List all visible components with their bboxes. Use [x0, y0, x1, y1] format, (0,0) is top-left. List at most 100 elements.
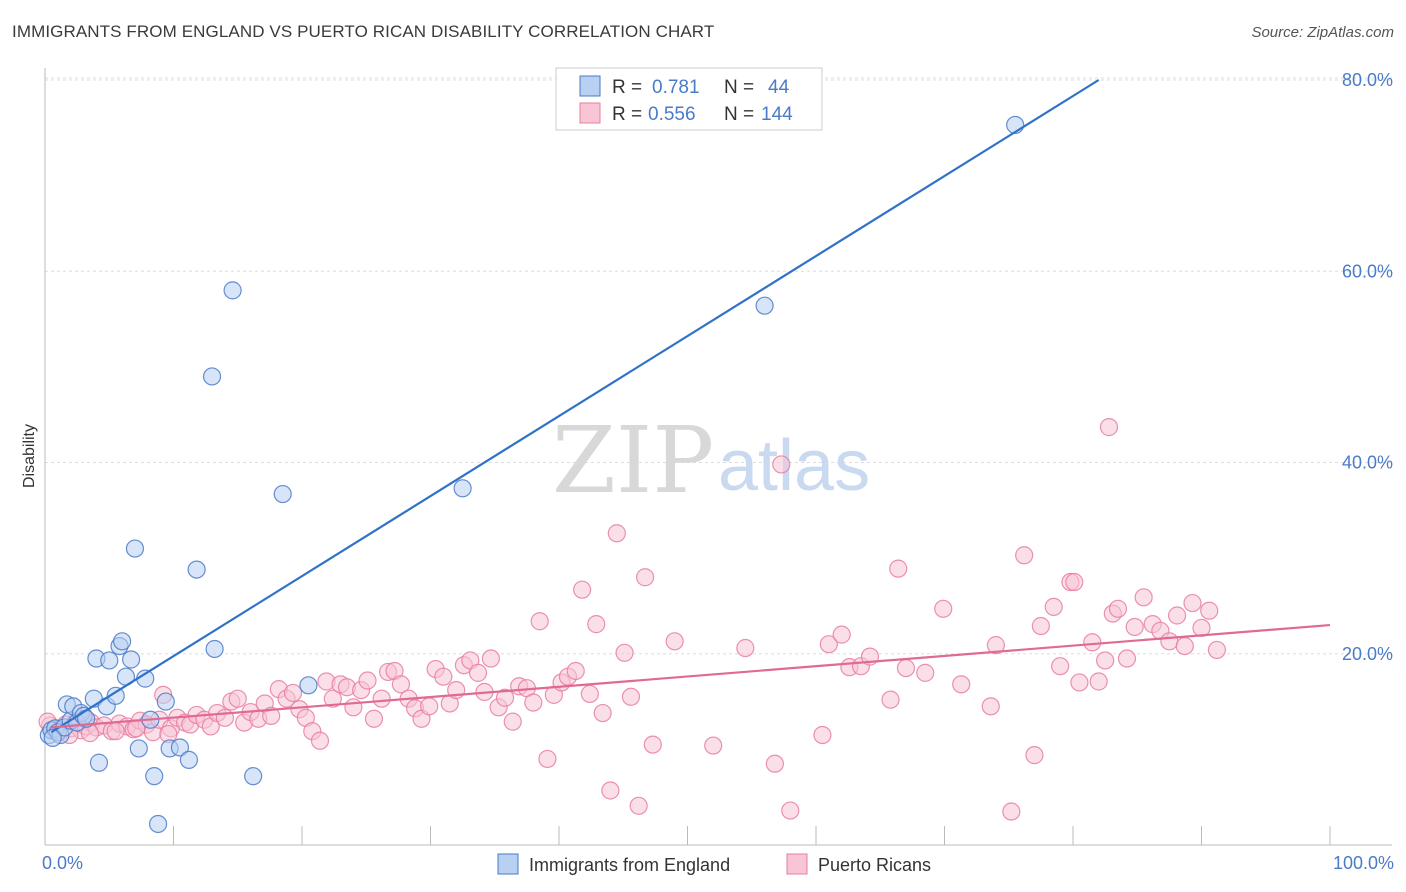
point-england-24 [129, 739, 148, 758]
trend-line-puerto-ricans [51, 623, 1331, 729]
legend-n-value-1: 44 [768, 77, 790, 98]
point-puerto-rico-44 [323, 689, 342, 708]
watermark-atlas: atlas [718, 426, 870, 506]
point-puerto-rico-86 [615, 643, 634, 662]
point-puerto-rico-90 [643, 735, 662, 754]
point-puerto-rico-123 [1099, 418, 1119, 437]
point-england-31 [170, 738, 190, 757]
point-puerto-rico-133 [1175, 636, 1194, 656]
point-puerto-rico-136 [1200, 601, 1219, 620]
point-england-15 [89, 753, 109, 772]
point-england-20 [112, 632, 132, 651]
point-puerto-rico-69 [495, 688, 515, 707]
point-puerto-rico-99 [832, 625, 851, 644]
point-puerto-rico-108 [952, 675, 971, 694]
point-england-18 [106, 686, 125, 705]
point-puerto-rico-79 [566, 661, 585, 681]
legend-n-label-2: N = [724, 104, 754, 125]
watermark: ZIP atlas [552, 407, 870, 514]
chart-title: IMMIGRANTS FROM ENGLAND VS PUERTO RICAN … [12, 22, 715, 41]
legend-r-value-2: 0.556 [648, 104, 696, 125]
point-puerto-rico-118 [1065, 572, 1084, 592]
point-puerto-rico-107 [934, 599, 953, 618]
point-puerto-rico-80 [573, 580, 592, 599]
point-puerto-rico-122 [1096, 651, 1115, 670]
point-puerto-rico-87 [621, 687, 641, 706]
point-england-34 [202, 367, 222, 386]
point-england-33 [187, 560, 206, 579]
point-puerto-rico-60 [434, 667, 453, 686]
point-puerto-rico-83 [593, 703, 612, 723]
x-tick-max: 100.0% [1333, 853, 1394, 873]
point-puerto-rico-120 [1083, 633, 1102, 652]
point-england-17 [100, 651, 119, 670]
point-england-35 [205, 639, 224, 659]
point-puerto-rico-54 [391, 675, 411, 694]
legend-n-value-2: 144 [761, 104, 793, 125]
point-puerto-rico-91 [665, 632, 684, 651]
point-puerto-rico-47 [344, 698, 363, 717]
point-puerto-rico-58 [420, 697, 439, 716]
point-puerto-rico-104 [889, 559, 908, 578]
point-england-28 [148, 814, 168, 834]
point-england-40 [453, 479, 472, 498]
point-puerto-rico-51 [372, 689, 391, 708]
watermark-zip: ZIP [552, 407, 714, 514]
point-england-38 [273, 484, 292, 504]
legend-swatch-pink [579, 102, 601, 124]
point-puerto-rico-121 [1089, 672, 1108, 691]
point-puerto-rico-103 [881, 690, 900, 709]
legend-swatch-blue [579, 75, 601, 97]
point-puerto-rico-30 [228, 689, 247, 708]
point-puerto-rico-93 [736, 638, 755, 658]
point-england-22 [121, 650, 141, 669]
point-england-39 [299, 676, 318, 695]
trend-line-england [50, 79, 1100, 734]
point-puerto-rico-114 [1031, 616, 1050, 636]
series-immigrants-from-england [39, 115, 1025, 834]
point-puerto-rico-75 [538, 749, 557, 769]
bottom-legend-label-england: Immigrants from England [529, 855, 730, 875]
legend-n-label-1: N = [724, 77, 754, 98]
point-puerto-rico-128 [1134, 588, 1153, 607]
point-puerto-rico-109 [981, 697, 1000, 716]
point-puerto-rico-97 [813, 725, 832, 745]
y-tick-label-3: 80.0% [1342, 70, 1393, 90]
legend-r-value-1: 0.781 [652, 77, 700, 98]
point-puerto-rico-134 [1183, 593, 1202, 613]
point-puerto-rico-96 [781, 801, 800, 820]
point-puerto-rico-127 [1125, 617, 1144, 637]
point-puerto-rico-95 [772, 455, 791, 474]
point-puerto-rico-125 [1108, 599, 1128, 618]
bottom-legend-label-puerto-ricans: Puerto Ricans [818, 855, 931, 875]
legend: R = 0.781 N = 44 R = 0.556 N = 144 [555, 67, 823, 131]
point-england-41 [755, 296, 774, 315]
point-puerto-rico-28 [215, 708, 234, 727]
y-tick-label-1: 40.0% [1342, 453, 1393, 473]
point-puerto-rico-70 [503, 712, 522, 731]
y-tick-labels: 20.0% 40.0% 60.0% 80.0% [1342, 70, 1393, 664]
point-england-36 [223, 281, 242, 300]
point-puerto-rico-84 [601, 781, 620, 800]
point-puerto-rico-38 [283, 683, 303, 703]
point-puerto-rico-92 [704, 736, 723, 755]
point-england-32 [179, 750, 199, 769]
point-puerto-rico-74 [530, 612, 549, 631]
point-puerto-rico-82 [587, 615, 606, 634]
bottom-legend-swatch-blue [497, 853, 519, 875]
point-puerto-rico-73 [524, 693, 543, 712]
bottom-legend: Immigrants from England Puerto Ricans [497, 853, 931, 875]
point-puerto-rico-131 [1160, 632, 1179, 651]
point-england-27 [145, 767, 164, 786]
point-england-43 [43, 728, 62, 748]
point-puerto-rico-116 [1051, 657, 1070, 676]
point-puerto-rico-49 [358, 671, 377, 690]
point-puerto-rico-65 [468, 663, 488, 682]
legend-r-label-1: R = [612, 77, 642, 98]
point-puerto-rico-132 [1167, 606, 1187, 625]
point-puerto-rico-137 [1207, 640, 1227, 660]
y-axis-label: Disability [21, 424, 38, 488]
legend-r-label-2: R = [612, 104, 642, 125]
bottom-legend-swatch-pink [786, 853, 808, 875]
point-puerto-rico-111 [1002, 802, 1021, 821]
